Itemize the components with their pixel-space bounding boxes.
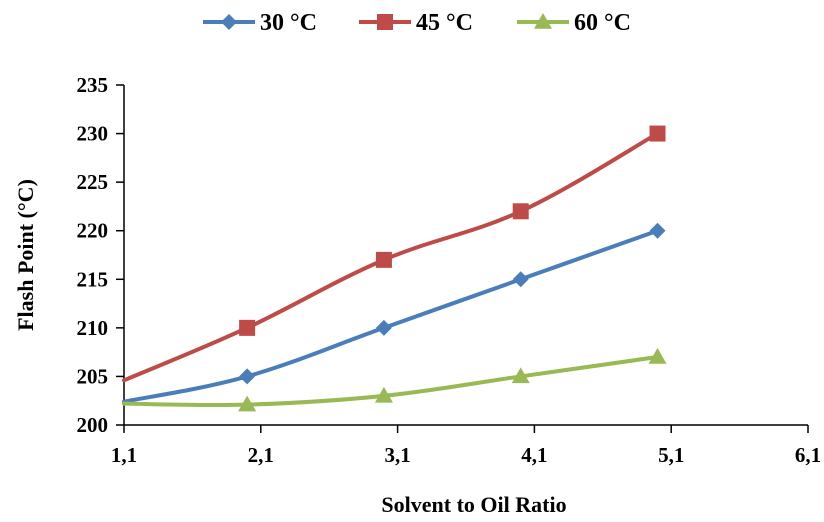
y-tick-label: 235 — [77, 73, 109, 97]
data-point — [511, 367, 530, 384]
x-axis-ticks: 1,1 2,1 3,1 4,1 5,1 6,1 — [111, 425, 821, 467]
series-30-c — [122, 222, 666, 404]
data-point — [648, 348, 667, 364]
data-point — [374, 386, 393, 403]
data-point — [375, 319, 392, 336]
y-tick-label: 215 — [77, 267, 109, 291]
data-point — [512, 203, 529, 220]
y-axis-title: Flash Point (°C) — [13, 179, 38, 331]
y-tick-label: 220 — [77, 219, 109, 243]
data-point — [649, 222, 666, 239]
y-tick-label: 225 — [77, 170, 109, 194]
legend-item: 30 °C — [203, 10, 317, 36]
data-point — [239, 319, 256, 336]
data-point — [649, 125, 666, 142]
x-tick-label: 5,1 — [658, 443, 684, 467]
series-layer — [122, 125, 667, 412]
x-tick-label: 4,1 — [521, 443, 547, 467]
y-tick-label: 210 — [77, 316, 109, 340]
legend-item: 45 °C — [359, 10, 473, 36]
x-tick-label: 1,1 — [111, 443, 137, 467]
legend-item: 60 °C — [517, 10, 631, 36]
legend-label: 60 °C — [574, 10, 631, 36]
legend-marker — [534, 13, 552, 29]
data-point — [238, 395, 257, 412]
data-point — [512, 271, 529, 288]
y-tick-label: 230 — [77, 122, 109, 146]
legend-marker — [377, 14, 393, 30]
series-line — [122, 355, 660, 408]
legend-marker — [221, 14, 237, 30]
x-tick-label: 3,1 — [384, 443, 410, 467]
y-axis-ticks: 200 205 210 215 220 225 230 235 — [77, 73, 124, 437]
legend: 30 °C 45 °C 60 °C — [203, 10, 631, 36]
x-tick-label: 2,1 — [248, 443, 274, 467]
legend-label: 45 °C — [416, 10, 473, 36]
data-point — [239, 368, 256, 385]
series-60-c — [122, 348, 667, 412]
data-point — [375, 251, 392, 268]
y-tick-label: 200 — [77, 413, 109, 437]
axes: 200 205 210 215 220 225 230 235 1,1 2,1 3,1 4,1 5,1… — [77, 73, 822, 467]
x-tick-label: 6,1 — [795, 443, 821, 467]
series-45-c — [122, 125, 666, 383]
y-tick-label: 205 — [77, 364, 109, 388]
legend-label: 30 °C — [260, 10, 317, 36]
x-axis-title: Solvent to Oil Ratio — [381, 492, 566, 517]
